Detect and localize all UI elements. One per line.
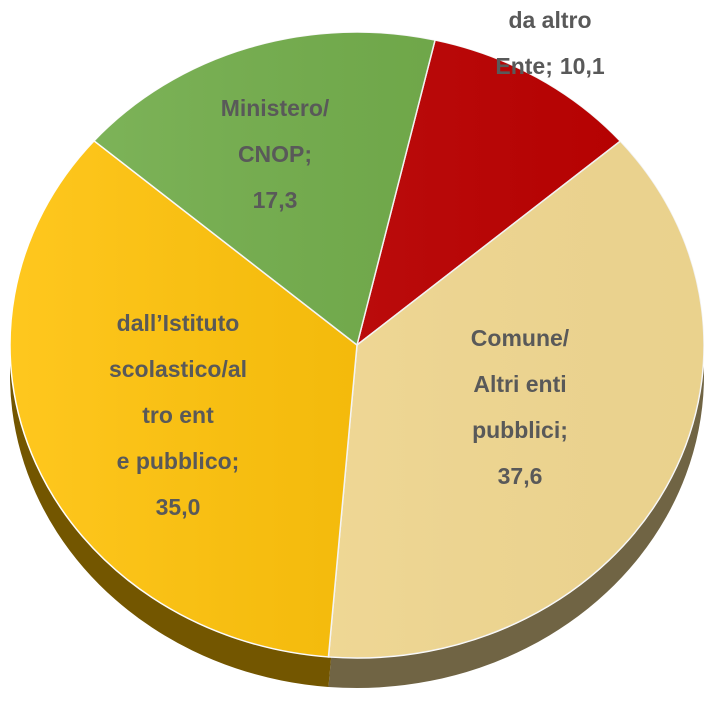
slice-label: Comune/Altri enti pubblici;: [471, 325, 570, 443]
slice-label: dall’Istituto scolastico/al tro ent e pubbl…: [109, 310, 247, 474]
value-label: 17,3: [253, 187, 298, 213]
value-label: 35,0: [156, 494, 201, 520]
value-label: 10,1: [560, 53, 605, 79]
value-label: 37,6: [498, 463, 543, 489]
slice-label: da altro Ente;: [495, 7, 591, 79]
slice-label: Ministero/CNOP;: [221, 95, 330, 167]
